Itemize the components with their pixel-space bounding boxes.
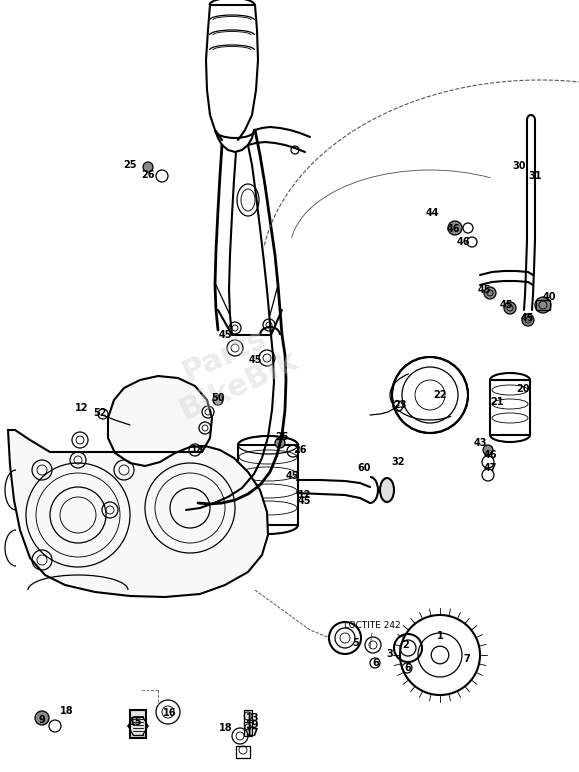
- Bar: [236, 746, 250, 758]
- Text: 46: 46: [483, 450, 497, 460]
- Text: 26: 26: [141, 170, 155, 180]
- Bar: [238, 445, 298, 525]
- Bar: [536, 300, 550, 310]
- Text: 25: 25: [275, 432, 289, 442]
- Text: 45: 45: [477, 285, 491, 295]
- Circle shape: [35, 711, 49, 725]
- Text: 46: 46: [456, 237, 470, 247]
- Text: 2: 2: [402, 640, 409, 650]
- Circle shape: [275, 438, 285, 448]
- Text: 13: 13: [246, 713, 260, 723]
- Text: 45: 45: [521, 313, 534, 323]
- Circle shape: [213, 395, 223, 405]
- Text: 60: 60: [357, 463, 371, 473]
- Text: 31: 31: [528, 171, 542, 181]
- Text: 47: 47: [483, 463, 497, 473]
- Text: 3: 3: [387, 649, 393, 659]
- Text: 40: 40: [543, 292, 556, 302]
- Text: 6: 6: [373, 658, 379, 668]
- Bar: [244, 710, 252, 726]
- Bar: [130, 710, 146, 738]
- Text: 45: 45: [285, 471, 299, 481]
- Text: 45: 45: [499, 300, 513, 310]
- Text: 15: 15: [129, 717, 143, 727]
- Text: 12: 12: [298, 490, 312, 500]
- Circle shape: [522, 314, 534, 326]
- Text: Parts
BikeBik: Parts BikeBik: [160, 315, 303, 426]
- Text: 45: 45: [297, 496, 311, 506]
- Text: 18: 18: [60, 706, 74, 716]
- Text: 16: 16: [163, 708, 177, 718]
- Text: 18: 18: [219, 723, 233, 733]
- Text: 50: 50: [211, 393, 225, 403]
- Text: 45: 45: [248, 355, 262, 365]
- Text: 5: 5: [353, 638, 360, 648]
- Text: 30: 30: [512, 161, 526, 171]
- Text: 46: 46: [446, 224, 460, 234]
- Polygon shape: [8, 376, 268, 597]
- Circle shape: [504, 302, 516, 314]
- Circle shape: [484, 287, 496, 299]
- Text: 12: 12: [75, 403, 89, 413]
- Text: 6: 6: [405, 663, 411, 673]
- Circle shape: [535, 297, 551, 313]
- Circle shape: [448, 221, 462, 235]
- Text: 25: 25: [123, 160, 137, 170]
- Text: 52: 52: [93, 408, 107, 418]
- Text: 18: 18: [191, 445, 205, 455]
- Text: 20: 20: [516, 384, 530, 394]
- Circle shape: [483, 445, 493, 455]
- Circle shape: [143, 162, 153, 172]
- Bar: [244, 722, 252, 736]
- Ellipse shape: [380, 478, 394, 502]
- Text: 21: 21: [490, 397, 504, 407]
- Text: 19: 19: [246, 720, 260, 730]
- Text: 22: 22: [433, 390, 447, 400]
- Text: 45: 45: [218, 330, 232, 340]
- Text: 26: 26: [293, 445, 307, 455]
- Text: 17: 17: [246, 728, 260, 738]
- Text: 43: 43: [473, 438, 487, 448]
- Text: 23: 23: [393, 400, 407, 410]
- Text: 1: 1: [437, 631, 444, 641]
- Text: 9: 9: [39, 715, 45, 725]
- Bar: [490, 380, 530, 435]
- Text: 7: 7: [464, 654, 470, 664]
- Text: LOCTITE 242: LOCTITE 242: [344, 621, 400, 629]
- Text: 44: 44: [425, 208, 439, 218]
- Text: 32: 32: [391, 457, 405, 467]
